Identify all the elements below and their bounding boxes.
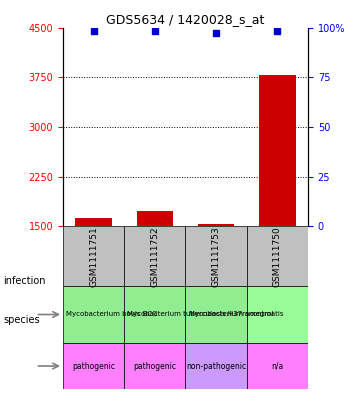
FancyBboxPatch shape: [186, 226, 247, 286]
FancyBboxPatch shape: [63, 343, 124, 389]
FancyBboxPatch shape: [247, 286, 308, 343]
Text: GSM1111752: GSM1111752: [150, 226, 159, 286]
FancyBboxPatch shape: [63, 286, 124, 343]
Text: non-pathogenic: non-pathogenic: [186, 362, 246, 371]
FancyBboxPatch shape: [63, 226, 124, 286]
Bar: [75, 219, 112, 226]
Bar: [259, 75, 296, 226]
Text: infection: infection: [4, 276, 46, 286]
Text: GSM1111750: GSM1111750: [273, 226, 282, 286]
Text: control: control: [250, 312, 274, 318]
Bar: [136, 211, 173, 226]
FancyBboxPatch shape: [186, 343, 247, 389]
Text: n/a: n/a: [271, 362, 284, 371]
FancyBboxPatch shape: [124, 286, 186, 343]
Text: pathogenic: pathogenic: [72, 362, 115, 371]
Bar: [198, 224, 234, 226]
FancyBboxPatch shape: [124, 343, 186, 389]
Text: Mycobacterium tuberculosis H37ra: Mycobacterium tuberculosis H37ra: [127, 312, 250, 318]
Text: GSM1111751: GSM1111751: [89, 226, 98, 286]
FancyBboxPatch shape: [247, 226, 308, 286]
Text: Mycobacterium smegmatis: Mycobacterium smegmatis: [189, 312, 283, 318]
FancyBboxPatch shape: [247, 343, 308, 389]
Title: GDS5634 / 1420028_s_at: GDS5634 / 1420028_s_at: [106, 13, 265, 26]
Text: pathogenic: pathogenic: [133, 362, 176, 371]
Text: species: species: [4, 315, 40, 325]
FancyBboxPatch shape: [186, 286, 247, 343]
FancyBboxPatch shape: [124, 226, 186, 286]
Text: Mycobacterium bovis BCG: Mycobacterium bovis BCG: [66, 312, 158, 318]
Text: GSM1111753: GSM1111753: [212, 226, 220, 286]
